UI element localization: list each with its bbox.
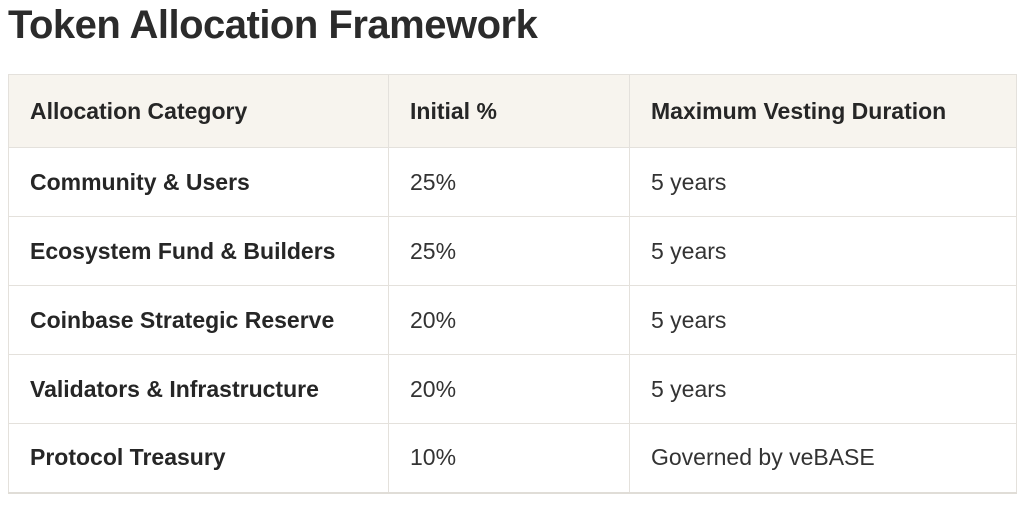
cell-category: Ecosystem Fund & Builders bbox=[8, 216, 389, 287]
cell-vesting-duration: 5 years bbox=[629, 354, 1017, 425]
table-row: Validators & Infrastructure 20% 5 years bbox=[8, 354, 1017, 425]
cell-initial-percent: 25% bbox=[388, 147, 630, 218]
table-row: Coinbase Strategic Reserve 20% 5 years bbox=[8, 285, 1017, 356]
cell-category: Coinbase Strategic Reserve bbox=[8, 285, 389, 356]
cell-vesting-duration: 5 years bbox=[629, 147, 1017, 218]
column-header-vesting-duration: Maximum Vesting Duration bbox=[629, 74, 1017, 149]
page-container: Token Allocation Framework Allocation Ca… bbox=[8, 3, 1017, 494]
cell-vesting-duration: 5 years bbox=[629, 285, 1017, 356]
cell-vesting-duration: 5 years bbox=[629, 216, 1017, 287]
token-allocation-table: Allocation Category Initial % Maximum Ve… bbox=[8, 74, 1017, 494]
cell-category: Community & Users bbox=[8, 147, 389, 218]
table-row: Community & Users 25% 5 years bbox=[8, 147, 1017, 218]
page-title: Token Allocation Framework bbox=[8, 3, 538, 47]
column-header-allocation-category: Allocation Category bbox=[8, 74, 389, 149]
table-header: Allocation Category Initial % Maximum Ve… bbox=[8, 74, 1017, 149]
cell-category: Validators & Infrastructure bbox=[8, 354, 389, 425]
column-header-initial-percent: Initial % bbox=[388, 74, 630, 149]
table-body: Community & Users 25% 5 years Ecosystem … bbox=[8, 147, 1017, 494]
table-row: Protocol Treasury 10% Governed by veBASE bbox=[8, 423, 1017, 494]
cell-category: Protocol Treasury bbox=[8, 423, 389, 494]
cell-initial-percent: 10% bbox=[388, 423, 630, 494]
cell-initial-percent: 20% bbox=[388, 354, 630, 425]
table-header-row: Allocation Category Initial % Maximum Ve… bbox=[8, 74, 1017, 149]
cell-initial-percent: 20% bbox=[388, 285, 630, 356]
cell-vesting-duration: Governed by veBASE bbox=[629, 423, 1017, 494]
cell-initial-percent: 25% bbox=[388, 216, 630, 287]
table-row: Ecosystem Fund & Builders 25% 5 years bbox=[8, 216, 1017, 287]
